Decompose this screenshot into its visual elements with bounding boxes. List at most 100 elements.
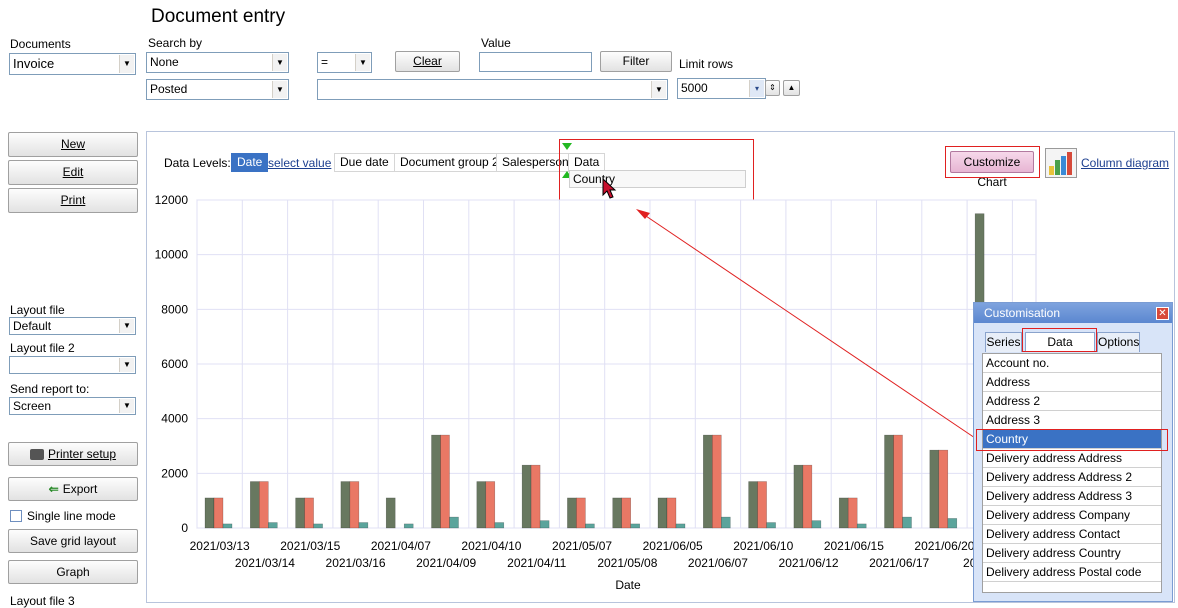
bar-series-3 [947, 518, 958, 529]
list-item[interactable]: Address [983, 373, 1161, 392]
chevron-down-icon[interactable]: ▼ [119, 55, 134, 73]
second-value-select[interactable]: ▼ [317, 79, 668, 100]
documents-select[interactable]: Invoice ▼ [9, 53, 136, 75]
single-line-mode-label: Single line mode [27, 509, 116, 523]
x-tick-label: 2021/03/15 [280, 539, 340, 553]
new-button[interactable]: New [8, 132, 138, 157]
list-item[interactable]: Delivery address Address 3 [983, 487, 1161, 506]
chevron-down-icon[interactable]: ▼ [272, 81, 287, 98]
filter-button[interactable]: Filter [600, 51, 672, 72]
chevron-down-icon[interactable]: ▾ [749, 80, 764, 97]
data-level-data[interactable]: Data [568, 153, 606, 172]
y-tick-label: 0 [181, 521, 188, 535]
list-item[interactable]: Delivery address Postal code [983, 563, 1161, 582]
limit-rows-label: Limit rows [679, 57, 734, 71]
chevron-down-icon[interactable]: ▼ [651, 81, 666, 98]
bar-series-3 [449, 516, 459, 529]
print-button[interactable]: Print [8, 188, 138, 213]
chevron-down-icon[interactable]: ▼ [119, 319, 134, 333]
x-tick-label: 2021/06/20 [914, 539, 974, 553]
select-value-link[interactable]: select value [268, 156, 332, 170]
x-tick-label: 2021/04/10 [461, 539, 521, 553]
drag-country-item[interactable]: Country [569, 170, 746, 188]
layout-file-value: Default [13, 319, 52, 333]
bar-series-1 [567, 497, 577, 529]
list-item[interactable]: Delivery address Company [983, 506, 1161, 525]
chevron-down-icon[interactable]: ▼ [119, 358, 134, 372]
graph-button[interactable]: Graph [8, 560, 138, 584]
bar-series-1 [340, 481, 351, 529]
bar-series-2 [757, 481, 767, 529]
send-report-value: Screen [13, 399, 52, 413]
data-level-date[interactable]: Date [231, 153, 269, 172]
printer-setup-button[interactable]: Printer setup [8, 442, 138, 466]
bar-series-1 [838, 497, 849, 529]
data-level-salesperson[interactable]: Salesperson [496, 153, 575, 172]
bar-series-3 [539, 520, 550, 529]
data-groups-list[interactable]: Account no. Address Address 2 Address 3 Coun… [982, 353, 1162, 593]
export-icon: ⇐ [48, 482, 59, 496]
layout-file-3-label: Layout file 3 [10, 594, 75, 608]
bar-series-1 [748, 481, 758, 529]
bar-series-3 [721, 516, 731, 529]
list-item[interactable]: Account no. [983, 354, 1161, 373]
limit-rows-input[interactable]: 5000 ▾ [677, 78, 766, 99]
bar-series-3 [856, 523, 867, 529]
status-select[interactable]: Posted ▼ [146, 79, 289, 100]
list-item[interactable]: Address 3 [983, 411, 1161, 430]
operator-select[interactable]: = ▼ [317, 52, 372, 73]
layout-file-2-select[interactable]: ▼ [9, 356, 136, 374]
bar-series-2 [847, 497, 858, 529]
bar-series-1 [703, 434, 713, 529]
bar-series-3 [630, 523, 640, 529]
list-item[interactable]: Country [983, 430, 1161, 449]
documents-value: Invoice [13, 56, 55, 71]
list-item[interactable]: Delivery address Address 2 [983, 468, 1161, 487]
value-label: Value [481, 36, 511, 50]
export-button[interactable]: ⇐ Export [8, 477, 138, 501]
chevron-down-icon[interactable]: ▼ [119, 399, 134, 413]
tab-highlight-box [1022, 328, 1097, 352]
column-diagram-icon[interactable] [1045, 148, 1077, 178]
bar-series-2 [576, 497, 586, 529]
customize-chart-button[interactable]: Customize Chart [950, 151, 1034, 189]
list-item[interactable]: Delivery address Address [983, 449, 1161, 468]
layout-file-select[interactable]: Default ▼ [9, 317, 136, 335]
chevron-down-icon[interactable]: ▼ [272, 54, 287, 71]
tab-options[interactable]: Options [1097, 332, 1140, 352]
printer-icon [29, 449, 44, 461]
drop-target-down-icon [562, 143, 572, 150]
x-tick-label: 2021/06/05 [643, 539, 703, 553]
tab-series[interactable]: Series [985, 332, 1022, 352]
clear-button[interactable]: Clear [395, 51, 460, 72]
bar-series-3 [675, 523, 686, 529]
column-diagram-link[interactable]: Column diagram [1081, 156, 1170, 170]
send-report-select[interactable]: Screen ▼ [9, 397, 136, 415]
list-item[interactable]: Delivery address Country [983, 544, 1161, 563]
single-line-mode-checkbox[interactable] [10, 510, 22, 522]
x-tick-label: 2021/05/08 [597, 556, 657, 570]
data-level-document-group-2[interactable]: Document group 2 [394, 153, 505, 172]
close-icon[interactable]: ✕ [1156, 307, 1169, 320]
edit-button[interactable]: Edit [8, 160, 138, 185]
bar-series-2 [893, 434, 903, 529]
search-field-select[interactable]: None ▼ [146, 52, 289, 73]
bar-chart: 0 2000 4000 6000 8000 10000 12000 2021/03/13 202… [155, 193, 1037, 592]
bar-series-1 [884, 434, 894, 529]
x-tick-label: 2021/03/16 [326, 556, 386, 570]
spin-updown-icon[interactable]: ⇕ [765, 80, 780, 96]
bar-series-3 [268, 522, 278, 529]
status-value: Posted [150, 82, 188, 96]
bar-series-2 [213, 497, 224, 529]
save-grid-layout-button[interactable]: Save grid layout [8, 529, 138, 553]
list-item[interactable]: Delivery address Contact [983, 525, 1161, 544]
list-item[interactable]: Address 2 [983, 392, 1161, 411]
value-input[interactable] [479, 52, 592, 72]
printer-setup-label: Printer setup [47, 447, 117, 461]
chevron-up-icon[interactable]: ▲ [783, 80, 800, 96]
bar-series-1 [250, 481, 260, 529]
chevron-down-icon[interactable]: ▼ [355, 54, 370, 71]
data-level-due-date[interactable]: Due date [334, 153, 395, 172]
bar-series-3 [222, 523, 233, 529]
bar-series-3 [313, 523, 323, 529]
